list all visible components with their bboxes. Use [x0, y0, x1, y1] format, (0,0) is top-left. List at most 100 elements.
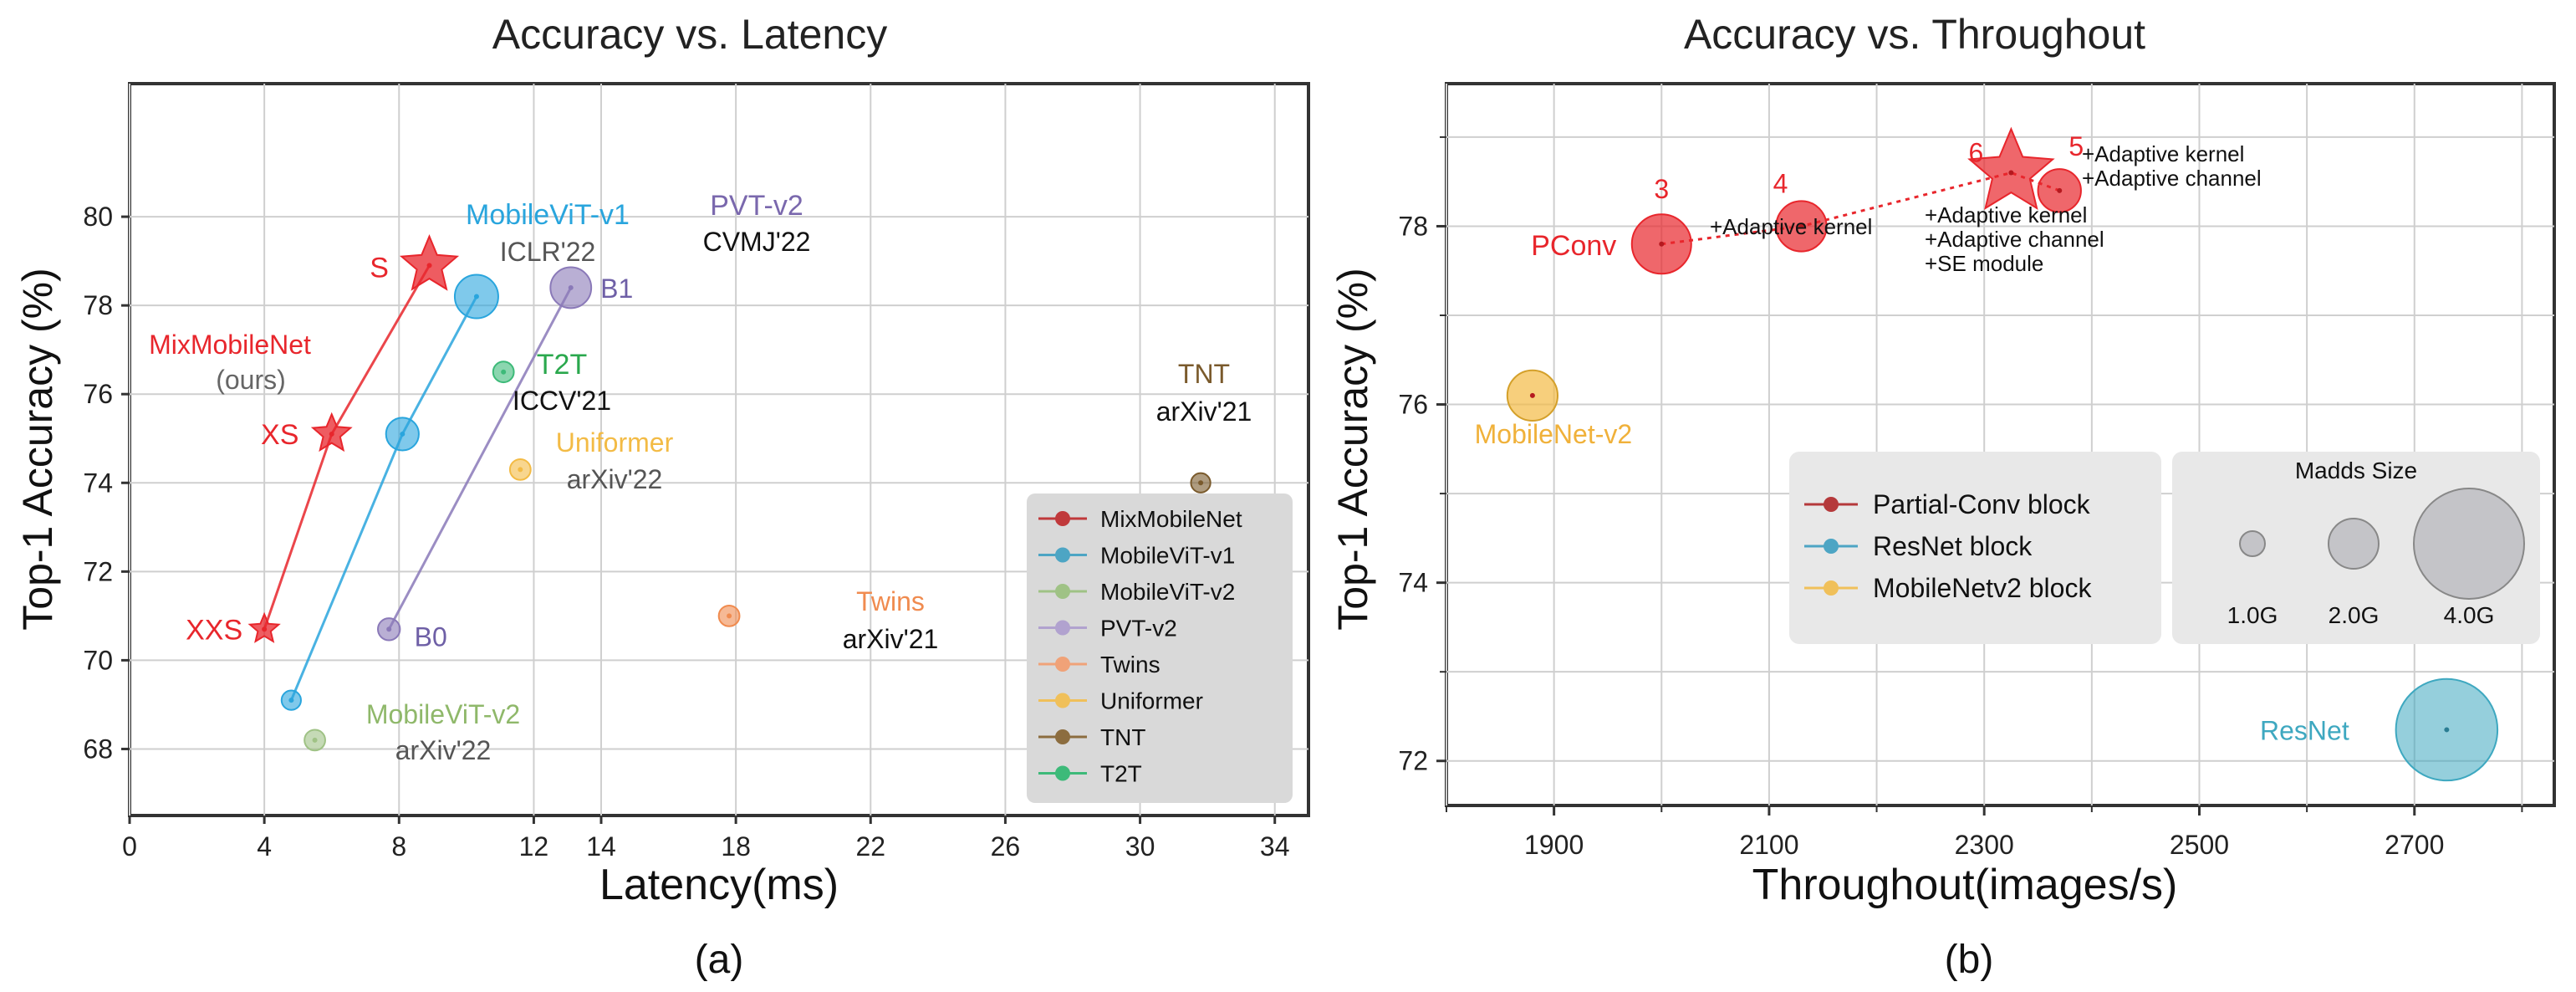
b-xtick-label: 1900: [1524, 830, 1584, 860]
legend-label-tnt: TNT: [1100, 724, 1145, 750]
a-xtick-label: 26: [991, 831, 1021, 862]
b-ytick-label: 76: [1398, 390, 1428, 420]
a-ytick-label: 78: [83, 290, 113, 320]
series-label-mobilevit-v2: MobileViT-v2: [366, 699, 520, 729]
series-sublabel-tnt: arXiv'21: [1156, 396, 1252, 427]
label-mobilenet-v2: MobileNet-v2: [1475, 419, 1633, 449]
point-label: XXS: [186, 614, 242, 646]
label-pconv: PConv: [1531, 230, 1616, 262]
a-ytick-label: 76: [83, 379, 113, 409]
panel-b-size-legend: Madds Size 1.0G 2.0G 4.0G: [2172, 452, 2540, 644]
series-sublabel-mobilevit-v2: arXiv'22: [395, 735, 492, 765]
panel-b-legend: Partial-Conv block ResNet block MobileNetv…: [1789, 452, 2161, 644]
legend-label-twins: Twins: [1100, 652, 1160, 678]
a-xtick-label: 18: [721, 831, 751, 862]
series-line-pvt-v2: [387, 287, 573, 630]
data-point-center: [400, 431, 406, 437]
data-point-center: [473, 294, 479, 299]
a-ytick-label: 72: [83, 556, 113, 586]
legend-label-resnet-block: ResNet block: [1873, 531, 2033, 561]
legend-label-mobilevit-v2: MobileViT-v2: [1100, 579, 1235, 605]
series-label-pvt-v2: PVT-v2: [710, 190, 803, 222]
step-label: 6: [1968, 138, 1983, 168]
data-point-mixmobilenet: [399, 233, 460, 291]
panel-b-caption: (b): [1945, 938, 1994, 982]
panel-a-points: [247, 233, 1211, 752]
legend-marker-uniformer: [1055, 693, 1070, 708]
legend-label-mobilevit-v1: MobileViT-v1: [1100, 543, 1235, 569]
size-legend-circle: [2239, 530, 2266, 557]
data-point-center: [2444, 727, 2450, 733]
size-legend-title: Madds Size: [2295, 458, 2417, 483]
legend-label-partial-conv-block: Partial-Conv block: [1873, 489, 2091, 519]
size-legend-label: 1.0G: [2227, 602, 2278, 628]
panel-b-legend-items: Partial-Conv block ResNet block MobileNetv…: [1804, 489, 2092, 603]
panel-a-ticks: 0 4 8 12 14 18 22 26 30 34 68 70 72 74 76 78 80: [83, 202, 1289, 862]
legend-marker-mobilevit-v1: [1055, 547, 1070, 563]
panel-a-caption: (a): [695, 938, 744, 982]
data-point-center: [262, 626, 268, 632]
a-xtick-label: 30: [1125, 831, 1155, 862]
note-line: +Adaptive channel: [2082, 166, 2262, 191]
step-label: 5: [2068, 131, 2084, 161]
panel-b-ticks: 1900 2100 2300 2500 2700 72 74 76 78: [1398, 136, 2523, 860]
data-point-center: [1798, 223, 1804, 229]
b-ytick-label: 72: [1398, 746, 1428, 776]
legend-marker-mobilevit-v2: [1055, 584, 1070, 599]
note-line: +Adaptive kernel: [1925, 202, 2087, 228]
pconv-progress-line: [1661, 171, 2060, 246]
series-label-tnt: TNT: [1178, 359, 1230, 389]
series-sublabel-mixmobilenet: (ours): [216, 365, 286, 395]
legend-marker-mixmobilenet: [1055, 511, 1070, 526]
legend-label-t2t: T2T: [1100, 761, 1142, 787]
legend-label-mixmobilenet: MixMobileNet: [1100, 506, 1242, 532]
legend-label-mobilenetv2-block: MobileNetv2 block: [1873, 573, 2092, 603]
series-label-t2t: T2T: [537, 349, 587, 381]
panel-b-points: [1506, 126, 2499, 782]
legend-marker-tnt: [1055, 729, 1070, 744]
data-point-center: [288, 698, 294, 703]
data-point-center: [568, 284, 574, 290]
b-xtick-label: 2300: [1955, 830, 2014, 860]
data-point-center: [2057, 187, 2063, 193]
b-xtick-label: 2700: [2385, 830, 2444, 860]
data-point-center: [329, 431, 334, 437]
panel-b-grid: [1446, 84, 2554, 805]
series-sublabel-twins: arXiv'21: [843, 624, 939, 654]
panel-a-xlabel: Latency(ms): [599, 861, 839, 909]
panel-b-title: Accuracy vs. Throughout: [1684, 11, 2145, 58]
b-xtick-label: 2100: [1739, 830, 1798, 860]
point-label: S: [370, 252, 389, 284]
panel-b-xlabel: Throughout(images/s): [1752, 861, 2178, 909]
series-label-twins: Twins: [856, 586, 925, 616]
series-label-mixmobilenet: MixMobileNet: [149, 330, 311, 360]
legend-marker-twins: [1055, 657, 1070, 672]
a-ytick-label: 74: [83, 468, 113, 498]
a-ytick-label: 80: [83, 202, 113, 232]
legend-marker-resnet-block: [1824, 539, 1839, 554]
step-label: 4: [1773, 168, 1788, 198]
panel-a: Accuracy vs. Latency 0 4 8 12 14 18 22 26 30 34 68…: [14, 11, 1310, 982]
data-point-center: [518, 467, 523, 473]
legend-label-uniformer: Uniformer: [1100, 688, 1203, 714]
panel-a-legend: MixMobileNet MobileViT-v1 MobileViT-v2 PVT-…: [1027, 493, 1293, 803]
b-xtick-label: 2500: [2170, 830, 2229, 860]
data-point-center: [312, 737, 318, 743]
series-sublabel-uniformer: arXiv'22: [567, 464, 663, 494]
a-ytick-label: 70: [83, 645, 113, 675]
panel-a-title: Accuracy vs. Latency: [492, 11, 887, 58]
note-line: +SE module: [1925, 251, 2043, 276]
b-ytick-label: 74: [1398, 568, 1428, 598]
legend-marker-pvt-v2: [1055, 620, 1070, 636]
data-point-center: [501, 369, 507, 375]
a-ytick-label: 68: [83, 734, 113, 764]
panel-a-legend-items: MixMobileNet MobileViT-v1 MobileViT-v2 PVT-…: [1038, 506, 1242, 787]
panel-b-progress-line: [1661, 171, 2060, 246]
step-label: 3: [1654, 174, 1669, 204]
data-point-center: [727, 613, 732, 619]
a-xtick-label: 22: [855, 831, 885, 862]
size-legend-circle: [2328, 518, 2380, 570]
a-xtick-label: 14: [586, 831, 616, 862]
series-sublabel-t2t: ICCV'21: [513, 386, 611, 416]
